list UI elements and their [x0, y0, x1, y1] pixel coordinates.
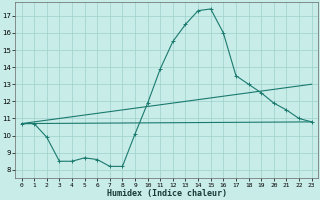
X-axis label: Humidex (Indice chaleur): Humidex (Indice chaleur): [107, 189, 227, 198]
